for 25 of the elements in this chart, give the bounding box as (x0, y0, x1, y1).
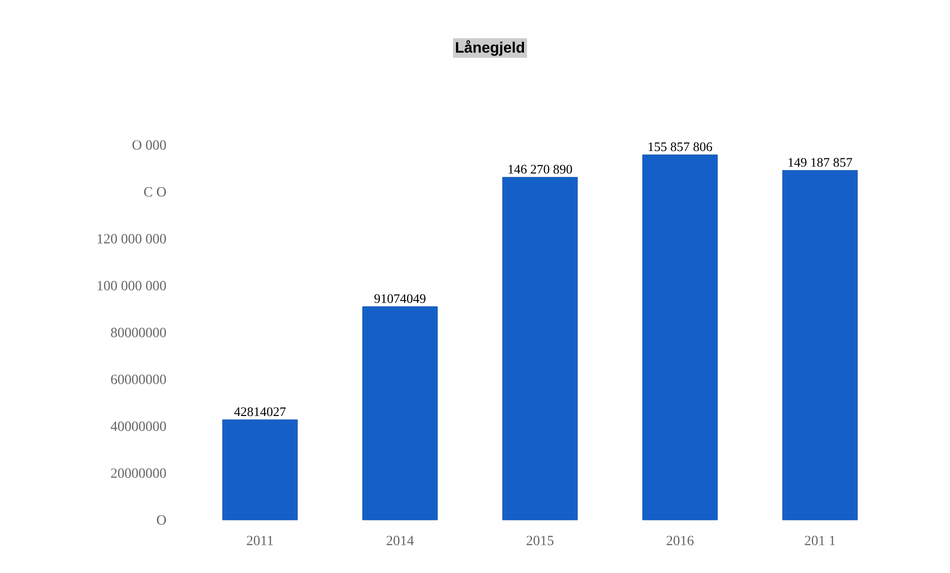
y-tick-label: O (156, 515, 166, 525)
bar (502, 176, 578, 520)
x-tick-label: 2016 (666, 536, 694, 546)
x-tick-label: 2015 (526, 536, 554, 546)
y-tick-label: O 000 (132, 140, 166, 150)
y-tick-label: 80000000 (111, 328, 166, 338)
x-tick-label: 2014 (386, 536, 414, 546)
data-label: 155 857 806 (648, 142, 712, 152)
y-tick-label: C O (144, 187, 166, 197)
bar (782, 170, 858, 520)
bar (362, 306, 438, 520)
y-tick-label: 40000000 (110, 422, 166, 431)
bar (222, 419, 298, 520)
data-label: 149 187 857 (788, 158, 852, 167)
x-tick-label: 201 1 (804, 536, 835, 546)
bar (642, 154, 718, 520)
y-tick-label: 60000000 (111, 374, 166, 384)
data-label: 91074049 (374, 294, 426, 304)
y-tick-label: 20000000 (111, 468, 166, 478)
y-tick-label: 100 000 000 (98, 280, 166, 290)
y-tick-label: 120 000 000 (98, 234, 166, 244)
data-label: 146 270 890 (508, 164, 572, 174)
data-label: 42814027 (234, 407, 286, 416)
x-tick-label: 2011 (246, 536, 273, 546)
chart-title: Lånegjeld (456, 40, 524, 56)
